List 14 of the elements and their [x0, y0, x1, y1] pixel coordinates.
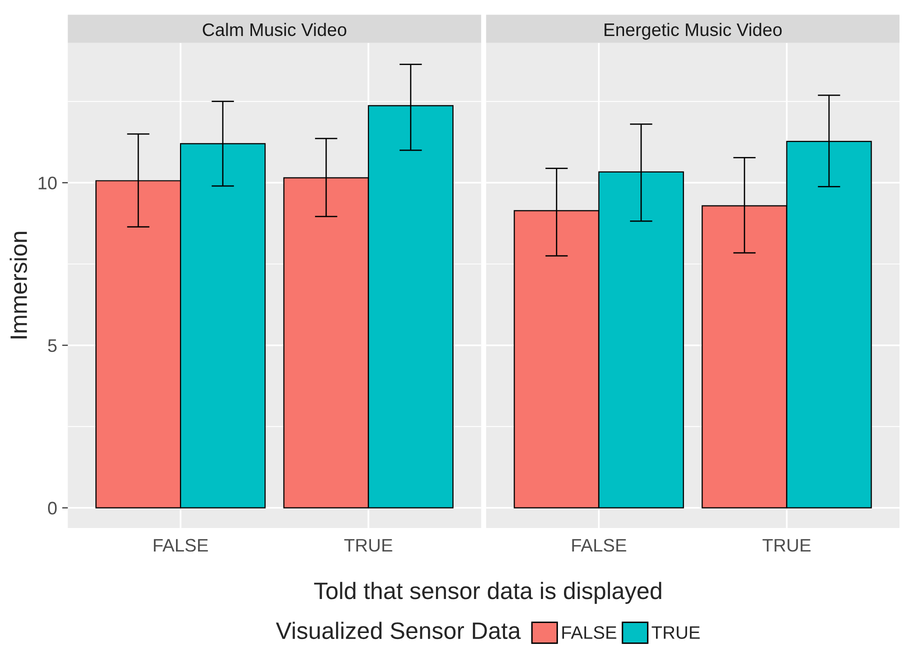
y-axis-title: Immersion — [10, 232, 28, 338]
x-tick-label: FALSE — [154, 538, 208, 552]
x-tick-label: TRUE — [762, 539, 811, 552]
y-tick-label: 5 — [48, 339, 57, 352]
x-axis-title: Told that sensor data is displayed — [314, 582, 662, 604]
y-tick-label: 0 — [48, 502, 57, 515]
chart-title: Calm Music Video — [202, 22, 346, 36]
legend-label: TRUE — [652, 626, 700, 639]
legend-title: Visualized Sensor Data — [276, 622, 521, 640]
chart-title: Energetic Music Video — [604, 22, 782, 40]
x-tick-label: TRUE — [344, 539, 392, 552]
x-tick-label: FALSE — [572, 538, 626, 552]
y-tick-label: 10 — [38, 176, 57, 190]
legend-label: FALSE — [562, 626, 616, 639]
